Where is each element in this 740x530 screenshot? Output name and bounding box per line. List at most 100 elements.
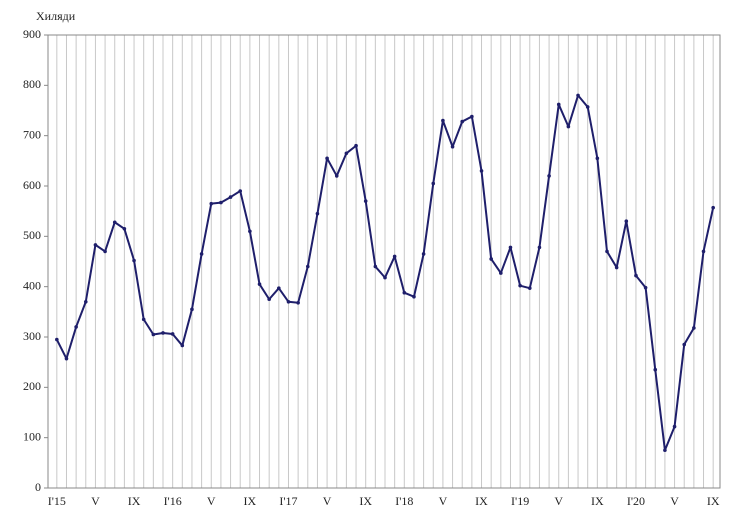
x-tick-label: IX — [128, 494, 141, 508]
data-point — [363, 199, 368, 203]
x-tick-label: I'20 — [627, 494, 645, 508]
x-tick-label: V — [439, 494, 448, 508]
data-point — [93, 243, 98, 247]
data-point — [132, 258, 136, 263]
data-point — [585, 105, 590, 109]
data-point — [682, 342, 687, 347]
data-point — [566, 124, 571, 129]
data-point — [663, 448, 667, 453]
data-point — [373, 264, 378, 269]
x-tick-label: V — [91, 494, 100, 508]
y-tick-label: 0 — [35, 480, 41, 494]
data-point — [547, 174, 551, 178]
data-point — [653, 367, 658, 372]
y-tick-label: 300 — [23, 329, 41, 343]
data-point — [508, 245, 513, 250]
data-point — [267, 297, 271, 302]
data-point — [354, 143, 358, 148]
x-tick-label: V — [207, 494, 216, 508]
x-tick-label: I'16 — [164, 494, 182, 508]
data-point — [450, 144, 455, 149]
y-tick-label: 600 — [23, 178, 41, 192]
y-tick-label: 800 — [23, 77, 41, 91]
x-tick-label: I'19 — [511, 494, 529, 508]
x-tick-label: I'15 — [48, 494, 66, 508]
data-point — [479, 169, 484, 173]
data-point — [228, 195, 233, 199]
data-point — [344, 151, 349, 156]
x-tick-label: IX — [591, 494, 604, 508]
data-point — [141, 317, 146, 322]
data-point — [537, 245, 542, 250]
y-axis-label: Хиляди — [36, 9, 76, 23]
data-point — [315, 211, 320, 216]
data-point — [614, 265, 619, 270]
x-tick-label: V — [554, 494, 563, 508]
y-tick-label: 900 — [23, 27, 41, 41]
y-tick-label: 200 — [23, 379, 41, 393]
data-point — [277, 286, 281, 290]
data-point — [170, 332, 175, 336]
data-point — [605, 249, 609, 254]
y-tick-label: 500 — [23, 228, 41, 242]
data-point — [489, 257, 493, 261]
data-point — [74, 325, 78, 329]
data-point — [180, 343, 185, 348]
data-point — [402, 290, 407, 295]
data-point — [460, 119, 465, 124]
y-tick-label: 700 — [23, 127, 41, 141]
data-point — [421, 252, 426, 256]
data-point — [383, 275, 387, 280]
data-point — [441, 118, 445, 123]
data-point — [55, 337, 59, 342]
data-point — [151, 332, 156, 337]
data-point — [161, 331, 165, 335]
data-point — [190, 307, 194, 312]
x-tick-label: I'18 — [395, 494, 413, 508]
data-point — [238, 189, 243, 193]
data-point — [499, 271, 503, 275]
x-tick-label: I'17 — [279, 494, 297, 508]
data-point — [112, 220, 117, 225]
data-point — [634, 273, 638, 278]
data-point — [672, 424, 677, 429]
data-point — [209, 201, 214, 206]
data-point — [643, 285, 648, 290]
data-point — [305, 264, 310, 269]
data-point — [103, 249, 107, 254]
x-tick-label: IX — [707, 494, 720, 508]
data-point — [701, 249, 706, 254]
data-point — [296, 300, 300, 305]
data-point — [199, 252, 204, 256]
data-point — [518, 283, 522, 288]
data-point — [392, 254, 397, 259]
data-point — [595, 156, 600, 161]
x-tick-label: IX — [475, 494, 488, 508]
data-point — [219, 200, 223, 205]
data-point — [556, 102, 561, 107]
data-point — [576, 93, 580, 98]
data-point — [334, 174, 339, 178]
data-point — [325, 156, 329, 161]
data-point — [83, 299, 88, 304]
data-point — [122, 226, 127, 231]
data-point — [692, 326, 696, 330]
x-tick-label: V — [323, 494, 332, 508]
x-tick-label: V — [670, 494, 679, 508]
data-point — [470, 114, 474, 119]
x-tick-label: IX — [359, 494, 372, 508]
data-point — [64, 356, 69, 361]
plot-frame — [47, 34, 721, 489]
data-point — [248, 229, 252, 234]
data-point — [527, 286, 532, 290]
data-point — [412, 294, 416, 299]
data-point — [431, 181, 436, 186]
y-tick-label: 400 — [23, 278, 41, 292]
data-point — [711, 205, 715, 210]
data-point — [257, 282, 262, 286]
data-point — [624, 219, 629, 224]
y-tick-label: 100 — [23, 429, 41, 443]
x-tick-label: IX — [244, 494, 257, 508]
